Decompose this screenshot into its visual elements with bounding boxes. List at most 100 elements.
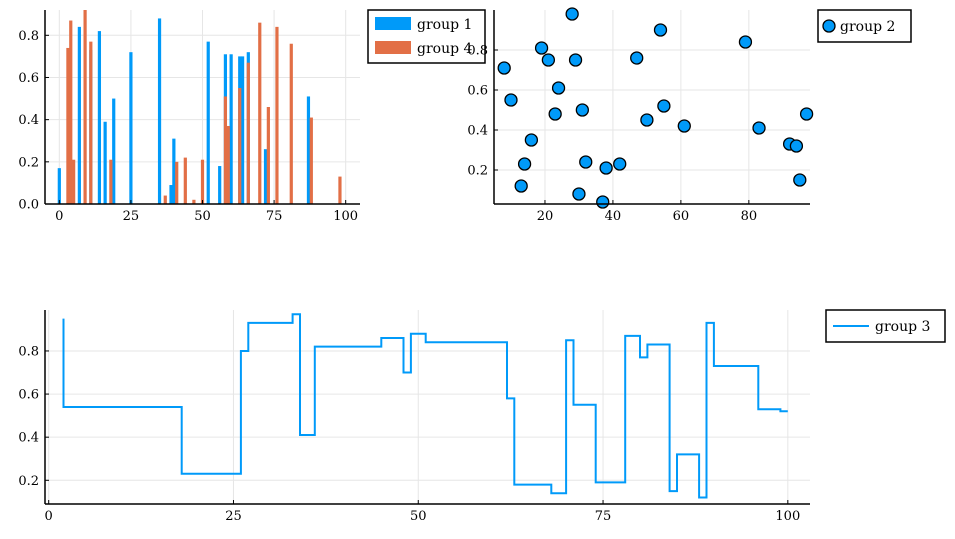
bar (112, 98, 116, 204)
y-tick-label: 0.2 (18, 155, 39, 170)
legend: group 2 (817, 9, 912, 43)
x-tick-label: 40 (605, 209, 622, 224)
bar (169, 185, 173, 204)
bar (83, 10, 87, 204)
bar (226, 125, 230, 204)
y-tick-label: 0.8 (18, 344, 39, 359)
x-tick-label: 25 (123, 209, 140, 224)
bar-chart-panel: 0 25 50 75 100 0.0 0.2 0.4 0.6 0.8 group 1 group 4 (18, 9, 486, 224)
x-tick-label: 75 (266, 209, 283, 224)
legend-label: group 1 (417, 17, 472, 33)
x-tick-label: 75 (595, 509, 612, 524)
x-tick-label: 100 (333, 209, 358, 224)
x-tick-label: 80 (741, 209, 758, 224)
point (504, 93, 518, 107)
point (548, 107, 562, 121)
point (541, 53, 556, 67)
line-chart-panel: 0 25 50 75 100 0.2 0.4 0.6 0.8 group 3 (18, 309, 946, 524)
y-tick-label: 0.2 (18, 474, 39, 489)
x-tick-label: 20 (537, 209, 554, 224)
point (497, 61, 511, 75)
bar (289, 43, 293, 204)
bar (240, 56, 245, 205)
bar (57, 168, 61, 204)
y-tick-label: 0.4 (467, 124, 488, 139)
legend-swatch (375, 41, 411, 54)
y-tick-label: 0.4 (18, 431, 39, 446)
bar (157, 18, 162, 204)
point (534, 41, 549, 55)
legend-swatch (375, 17, 411, 30)
x-tick-label: 25 (225, 509, 242, 524)
point (514, 179, 528, 193)
point (565, 7, 579, 21)
x-tick-label: 60 (673, 209, 690, 224)
x-tick-label: 100 (775, 509, 800, 524)
bar (275, 26, 279, 204)
x-tick-label: 50 (194, 209, 211, 224)
x-tick-label: 0 (45, 509, 53, 524)
legend: group 1 group 4 (367, 9, 486, 64)
x-tick-label: 0 (55, 209, 63, 224)
grid (45, 310, 810, 504)
bar (172, 138, 176, 204)
bar (69, 20, 73, 205)
bar (263, 149, 268, 204)
bar (229, 54, 233, 204)
y-tick-label: 0.6 (18, 388, 39, 403)
bar (129, 52, 133, 204)
bar (192, 199, 196, 204)
point (752, 121, 766, 135)
point (640, 113, 654, 127)
bar (309, 117, 313, 204)
legend-label: group 3 (875, 319, 930, 335)
bar (77, 26, 81, 204)
scatter-chart-panel: 20 40 60 80 0.2 0.4 0.6 0.8 group 2 (467, 7, 912, 224)
bar (306, 96, 311, 204)
point (568, 53, 583, 67)
point (517, 157, 532, 171)
bar (206, 41, 210, 205)
series-group-2 (497, 7, 814, 209)
y-tick-label: 0.6 (18, 71, 39, 86)
series-group-3-line (62, 313, 788, 499)
bar (183, 157, 187, 204)
bar (266, 107, 270, 204)
point (599, 161, 613, 175)
point (579, 155, 593, 169)
y-tick-label: 0.8 (18, 29, 39, 44)
point (677, 119, 691, 133)
series-group-4 (66, 10, 342, 205)
legend: group 3 (825, 309, 946, 343)
bar (258, 22, 262, 204)
y-tick-label: 0.6 (467, 84, 488, 99)
point (793, 173, 807, 187)
bar (66, 47, 70, 205)
point (551, 81, 566, 95)
y-tick-label: 0.8 (467, 44, 488, 59)
point (653, 23, 668, 37)
point (572, 187, 586, 201)
point (596, 195, 610, 209)
bar (109, 159, 113, 204)
point (657, 99, 671, 113)
legend-label: group 2 (840, 19, 895, 35)
point (738, 35, 753, 49)
bar (223, 96, 228, 204)
y-tick-label: 0.2 (467, 164, 488, 179)
bar (89, 41, 93, 205)
point (524, 133, 539, 147)
point (613, 157, 627, 171)
x-tick-label: 50 (410, 509, 427, 524)
bar (338, 176, 342, 204)
bar (103, 121, 107, 204)
y-tick-label: 0.0 (18, 198, 39, 213)
grid (494, 10, 810, 204)
y-tick-label: 0.4 (18, 113, 39, 128)
bar (238, 88, 242, 204)
bar (200, 159, 205, 204)
point (789, 139, 804, 153)
bar (246, 62, 250, 204)
legend-marker (822, 19, 836, 33)
